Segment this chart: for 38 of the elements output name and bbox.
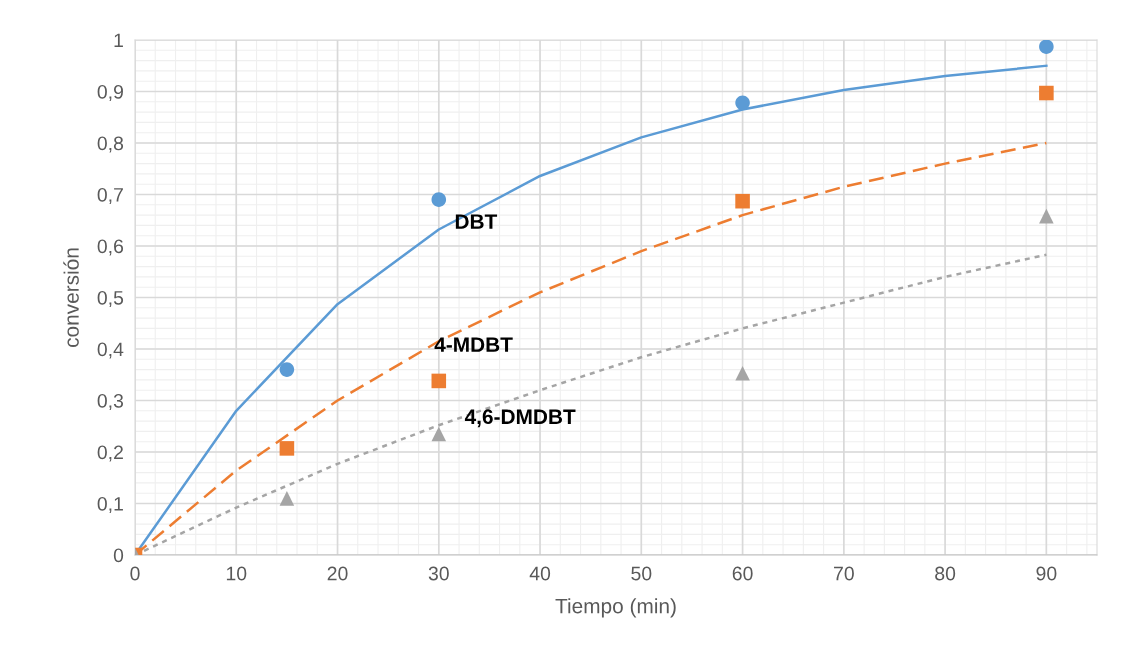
point [279,491,295,506]
x-tick-label: 40 [529,566,551,581]
y-tick-label: 1 [114,33,123,48]
y-tick-label: 0,8 [97,136,124,153]
y-tick-label: 0,5 [97,290,124,308]
annotation: 4,6-DMDBT [464,409,576,428]
point [279,362,295,377]
y-tick-label: 0,7 [97,187,123,205]
x-axis-title: Tiempo (min) [555,598,676,618]
x-tick-label: 80 [935,566,956,581]
point [431,426,447,442]
point [1039,208,1054,224]
point [1039,85,1054,101]
y-tick-label: 0,9 [97,84,123,102]
x-tick-label: 90 [1036,566,1057,581]
point [735,365,750,381]
x-tick-label: 50 [631,566,652,581]
point [431,373,447,389]
y-axis-title: conversión [63,248,79,347]
x-tick-label: 0 [130,566,140,581]
y-tick-label: 0,6 [97,239,124,256]
y-tick-label: 0,2 [97,445,123,462]
point [1039,40,1054,54]
x-tick-label: 30 [428,566,449,581]
x-tick-label: 20 [327,566,348,581]
y-tick-label: 0 [113,548,124,563]
y-tick-label: 0,4 [97,342,124,359]
point [735,193,750,209]
x-tick-label: 60 [732,566,753,581]
y-tick-label: 0,3 [97,393,124,411]
x-tick-label: 10 [226,566,247,581]
x-tick-label: 70 [834,566,854,581]
point [279,441,295,456]
y-tick-label: 0,1 [97,496,123,514]
point [735,95,750,111]
point [431,192,447,207]
annotation: DBT [455,214,498,229]
annotation: 4-MDBT [434,337,513,352]
